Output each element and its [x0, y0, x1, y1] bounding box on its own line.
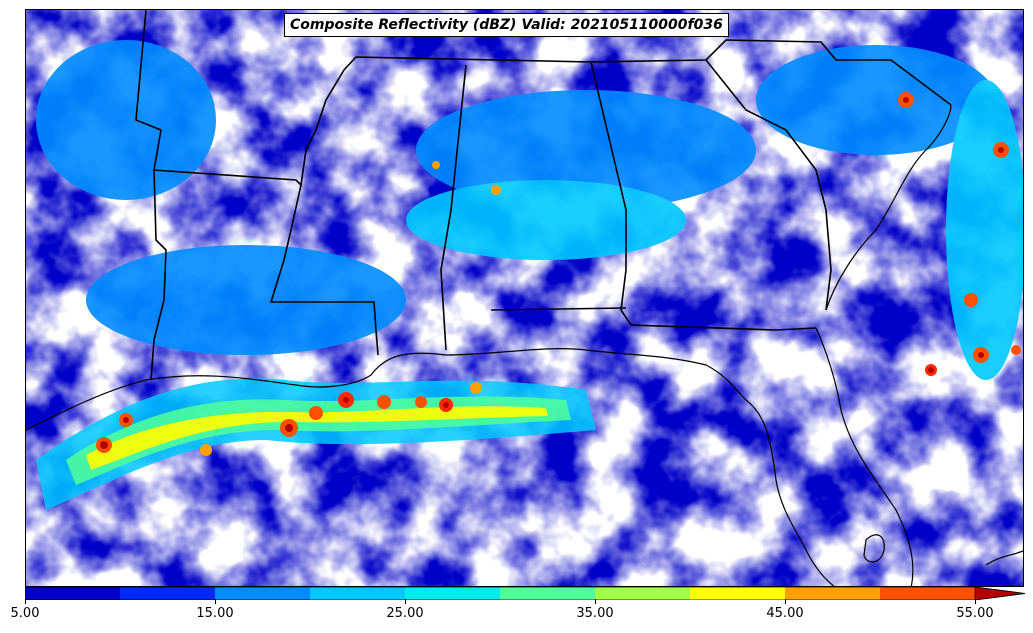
colorbar: [25, 587, 1025, 600]
cell-8-core: [443, 402, 449, 408]
colorbar-tick-label: 5.00: [10, 606, 40, 621]
gulf-coast: [26, 348, 835, 586]
colorbar-tick: [785, 599, 786, 604]
cell-18: [432, 161, 440, 169]
colorbar-tick-label: 45.00: [766, 606, 804, 621]
border-mississippi-louisiana: [269, 184, 379, 356]
colorbar-tick: [25, 599, 26, 604]
coastline: [26, 104, 1023, 586]
cell-10: [200, 444, 212, 456]
coastal-squall-line: [36, 378, 596, 510]
border-louisiana-texas: [150, 169, 167, 381]
cell-5-core: [343, 397, 349, 403]
cell-2-core: [123, 417, 129, 423]
cell-3-core: [285, 424, 293, 432]
border-mississippi-alabama: [440, 64, 467, 351]
cell-6: [377, 395, 391, 409]
lake-okeechobee: [863, 534, 885, 563]
cell-17: [491, 185, 501, 195]
echo-band-central: [406, 180, 686, 260]
echo-band-louisiana: [86, 245, 406, 355]
colorbar-bin: [500, 587, 596, 600]
colorbar-tick-label: 25.00: [386, 606, 424, 621]
colorbar-tick: [595, 599, 596, 604]
border-alabama-georgia: [590, 61, 817, 331]
cell-14-core: [978, 352, 984, 358]
state-borders: [135, 10, 952, 381]
intense-cells: [96, 92, 1021, 456]
colorbar-bin: [595, 587, 691, 600]
colorbar-tick-label: 35.00: [576, 606, 614, 621]
reflectivity-map: [25, 9, 1024, 587]
cell-4: [309, 406, 323, 420]
colorbar-tick: [405, 599, 406, 604]
atlantic-coast: [825, 104, 952, 311]
bahamas-outline: [985, 550, 1023, 566]
cell-11-core: [903, 97, 909, 103]
radar-echo-layer: [26, 10, 1023, 586]
colorbar-bin: [880, 587, 976, 600]
colorbar-tick: [215, 599, 216, 604]
border-georgia-sc: [705, 59, 832, 311]
cell-1-core: [100, 441, 108, 449]
colorbar-bin: [120, 587, 216, 600]
colorbar-bin: [785, 587, 881, 600]
colorbar-extend-arrow: [974, 587, 1025, 600]
cell-13: [964, 293, 978, 307]
echo-band-carolina: [756, 45, 996, 155]
colorbar-tick-label: 55.00: [956, 606, 994, 621]
colorbar-bin: [215, 587, 311, 600]
echo-band-arkansas: [36, 40, 216, 200]
map-title: Composite Reflectivity (dBZ) Valid: 2021…: [284, 13, 729, 37]
cell-7: [415, 396, 427, 408]
echo-band-atlantic: [946, 80, 1023, 380]
colorbar-frame: [25, 587, 1025, 600]
map-canvas: [26, 10, 1023, 586]
colorbar-bin: [25, 587, 121, 600]
colorbar-bin: [405, 587, 501, 600]
colorbar-bin: [310, 587, 406, 600]
squall-inner: [86, 406, 548, 470]
cell-12-core: [998, 147, 1004, 153]
colorbar-tick-label: 15.00: [196, 606, 234, 621]
colorbar-bin: [690, 587, 786, 600]
cell-9: [470, 382, 482, 394]
border-north: [135, 10, 952, 187]
colorbar-tick: [975, 599, 976, 604]
cell-15-core: [928, 367, 934, 373]
cell-16: [1011, 345, 1021, 355]
florida-east-coast: [815, 327, 914, 586]
echo-band-alabama: [416, 90, 756, 210]
border-alabama-florida: [490, 307, 627, 311]
